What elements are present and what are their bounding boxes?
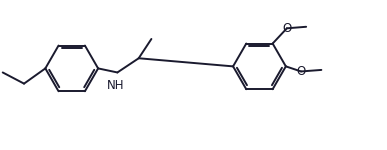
Text: O: O — [296, 65, 306, 78]
Text: NH: NH — [106, 79, 124, 92]
Text: O: O — [282, 22, 291, 35]
